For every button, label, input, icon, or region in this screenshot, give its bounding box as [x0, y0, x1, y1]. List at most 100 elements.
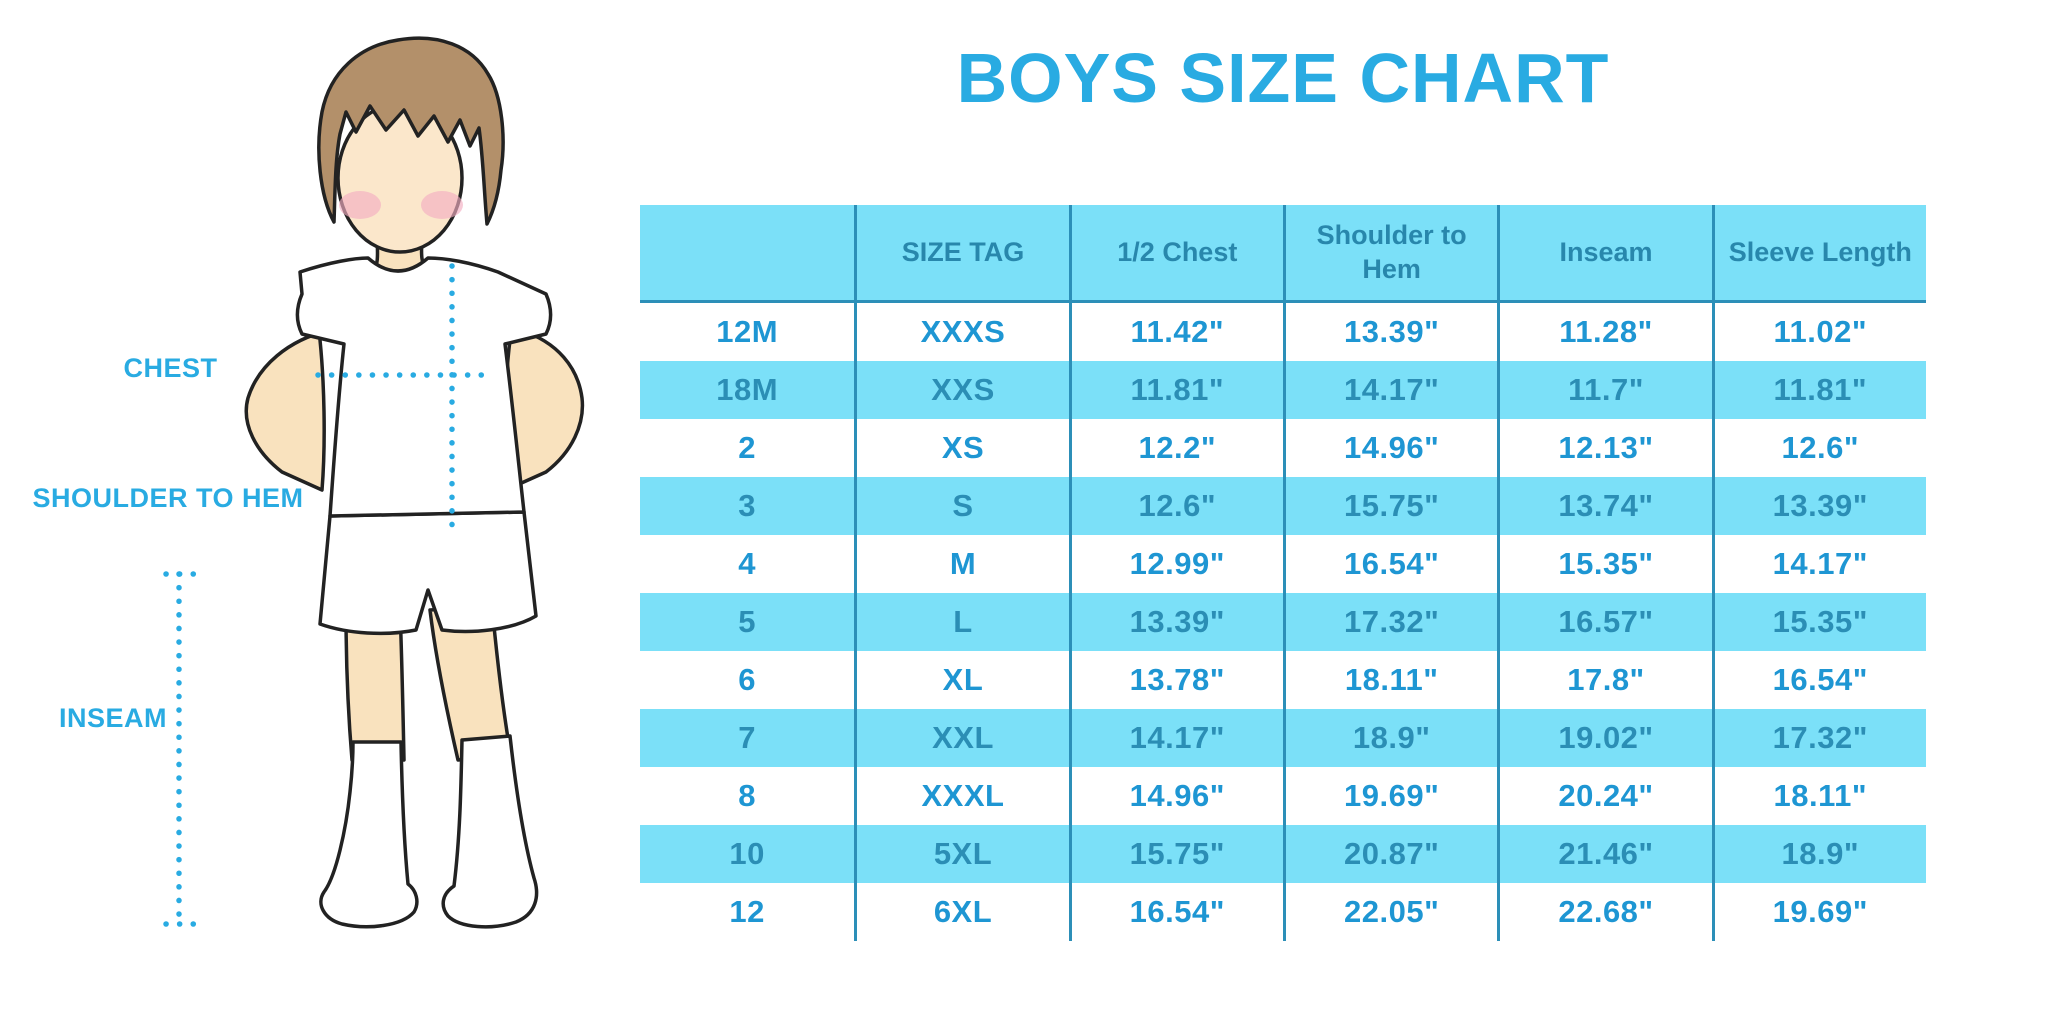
page-title: BOYS SIZE CHART — [956, 39, 1610, 117]
header-cell: 1/2 Chest — [1068, 205, 1283, 300]
table-cell: 15.35" — [1711, 593, 1926, 651]
boy-left-sock — [319, 740, 419, 929]
table-cell: 14.96" — [1068, 767, 1283, 825]
table-row: 8 XXXL 14.96" 19.69" 20.24" 18.11" — [640, 767, 1926, 825]
boy-left-leg — [344, 608, 406, 762]
table-cell: 11.7" — [1497, 361, 1712, 419]
table-row: 18M XXS 11.81" 14.17" 11.7" 11.81" — [640, 361, 1926, 419]
table-cell: 18.9" — [1282, 709, 1498, 767]
table-cell: 19.69" — [1282, 767, 1497, 825]
table-cell: 19.02" — [1497, 709, 1712, 767]
boy-cheek-left — [339, 191, 381, 219]
boy-cheek-right — [421, 191, 463, 219]
table-cell: 22.05" — [1282, 883, 1497, 941]
boy-tshirt — [295, 256, 553, 518]
table-cell: 17.32" — [1282, 593, 1498, 651]
table-cell: 21.46" — [1497, 825, 1712, 883]
header-cell — [640, 205, 855, 300]
table-cell: 15.75" — [1068, 825, 1283, 883]
table-cell: 11.02" — [1711, 303, 1926, 361]
table-cell: 5 — [640, 593, 855, 651]
header-cell: Sleeve Length — [1711, 205, 1926, 300]
table-cell: 16.57" — [1497, 593, 1712, 651]
table-cell: 16.54" — [1282, 535, 1497, 593]
table-cell: 16.54" — [1711, 651, 1926, 709]
table-cell: XS — [854, 419, 1068, 477]
table-cell: 12 — [729, 894, 765, 929]
table-cell: 5XL — [854, 825, 1069, 883]
table-cell: 12.6" — [1068, 477, 1283, 535]
table-cell: XXXL — [854, 767, 1068, 825]
table-header-row: SIZE TAG 1/2 Chest Shoulder to Hem Inseam Sl… — [640, 205, 1926, 303]
boy-illustration — [163, 36, 585, 929]
table-row: 4 M 12.99" 16.54" 15.35" 14.17" — [640, 535, 1926, 593]
table-cell: 10 — [640, 825, 855, 883]
table-cell: 11.28" — [1497, 303, 1711, 361]
table-cell: 13.39" — [1282, 303, 1497, 361]
boy-left-arm — [244, 328, 332, 492]
table-cell: 11.81" — [1068, 361, 1283, 419]
table-cell: 18.11" — [1282, 651, 1497, 709]
size-chart-table: SIZE TAG 1/2 Chest Shoulder to Hem Inseam Sl… — [640, 205, 1926, 941]
table-cell: 12.2" — [1068, 419, 1283, 477]
boy-measurement-diagram: CHEST SHOULDER TO HEM INSEAM — [0, 0, 640, 1024]
table-body: 12M XXXS 11.42" 13.39" 11.28" 11.02" 18M XXS 11.… — [640, 303, 1926, 941]
table-cell: 18.11" — [1711, 767, 1926, 825]
table-cell: 14.17" — [1711, 535, 1926, 593]
table-cell: 13.78" — [1068, 651, 1283, 709]
table-cell: XL — [854, 651, 1068, 709]
header-cell: Inseam — [1497, 205, 1712, 300]
table-row: 5 L 13.39" 17.32" 16.57" 15.35" — [640, 593, 1926, 651]
table-cell: 15.75" — [1282, 477, 1498, 535]
table-cell: 22.68" — [1497, 883, 1711, 941]
table-cell: 17.8" — [1497, 651, 1711, 709]
chest-label: CHEST — [123, 353, 218, 383]
boy-shorts — [318, 510, 538, 636]
table-row: 12M XXXS 11.42" 13.39" 11.28" 11.02" — [640, 303, 1926, 361]
table-cell: 15.35" — [1497, 535, 1711, 593]
table-cell: 19.69" — [1711, 883, 1926, 941]
table-cell: 20.87" — [1282, 825, 1498, 883]
header-cell: SIZE TAG — [854, 205, 1069, 300]
table-cell: 18M — [640, 361, 855, 419]
shoulder-to-hem-label: SHOULDER TO HEM — [32, 483, 304, 513]
table-cell: 12.13" — [1497, 419, 1711, 477]
table-cell: 2 — [738, 430, 757, 465]
table-row: 7 XXL 14.17" 18.9" 19.02" 17.32" — [640, 709, 1926, 767]
table-cell: 13.39" — [1711, 477, 1926, 535]
inseam-label: INSEAM — [58, 703, 167, 733]
table-row: 2 XS 12.2" 14.96" 12.13" 12.6" — [640, 419, 1926, 477]
table-cell: 13.39" — [1068, 593, 1283, 651]
header-cell: Shoulder to Hem — [1282, 205, 1498, 300]
table-cell: 11.42" — [1068, 303, 1283, 361]
table-cell: 14.17" — [1282, 361, 1498, 419]
table-cell: 7 — [640, 709, 855, 767]
table-row: 6 XL 13.78" 18.11" 17.8" 16.54" — [640, 651, 1926, 709]
table-cell: 8 — [738, 778, 757, 813]
table-cell: S — [854, 477, 1069, 535]
table-cell: 17.32" — [1711, 709, 1926, 767]
table-cell: 14.17" — [1068, 709, 1283, 767]
table-cell: XXL — [854, 709, 1069, 767]
table-cell: L — [854, 593, 1069, 651]
table-row: 12 6XL 16.54" 22.05" 22.68" 19.69" — [640, 883, 1926, 941]
table-cell: 12M — [716, 314, 779, 349]
table-row: 10 5XL 15.75" 20.87" 21.46" 18.9" — [640, 825, 1926, 883]
table-cell: 6XL — [854, 883, 1068, 941]
table-cell: 6 — [738, 662, 757, 697]
table-cell: 18.9" — [1711, 825, 1926, 883]
table-cell: 3 — [640, 477, 855, 535]
table-cell: M — [854, 535, 1068, 593]
table-cell: 11.81" — [1711, 361, 1926, 419]
table-cell: XXXS — [854, 303, 1068, 361]
table-row: 3 S 12.6" 15.75" 13.74" 13.39" — [640, 477, 1926, 535]
boy-hair — [317, 36, 505, 226]
table-cell: 14.96" — [1282, 419, 1497, 477]
table-cell: 13.74" — [1497, 477, 1712, 535]
table-cell: 12.6" — [1711, 419, 1926, 477]
table-cell: 16.54" — [1068, 883, 1283, 941]
table-cell: 4 — [738, 546, 757, 581]
boy-right-sock — [441, 734, 539, 929]
table-cell: XXS — [854, 361, 1069, 419]
table-cell: 20.24" — [1497, 767, 1711, 825]
